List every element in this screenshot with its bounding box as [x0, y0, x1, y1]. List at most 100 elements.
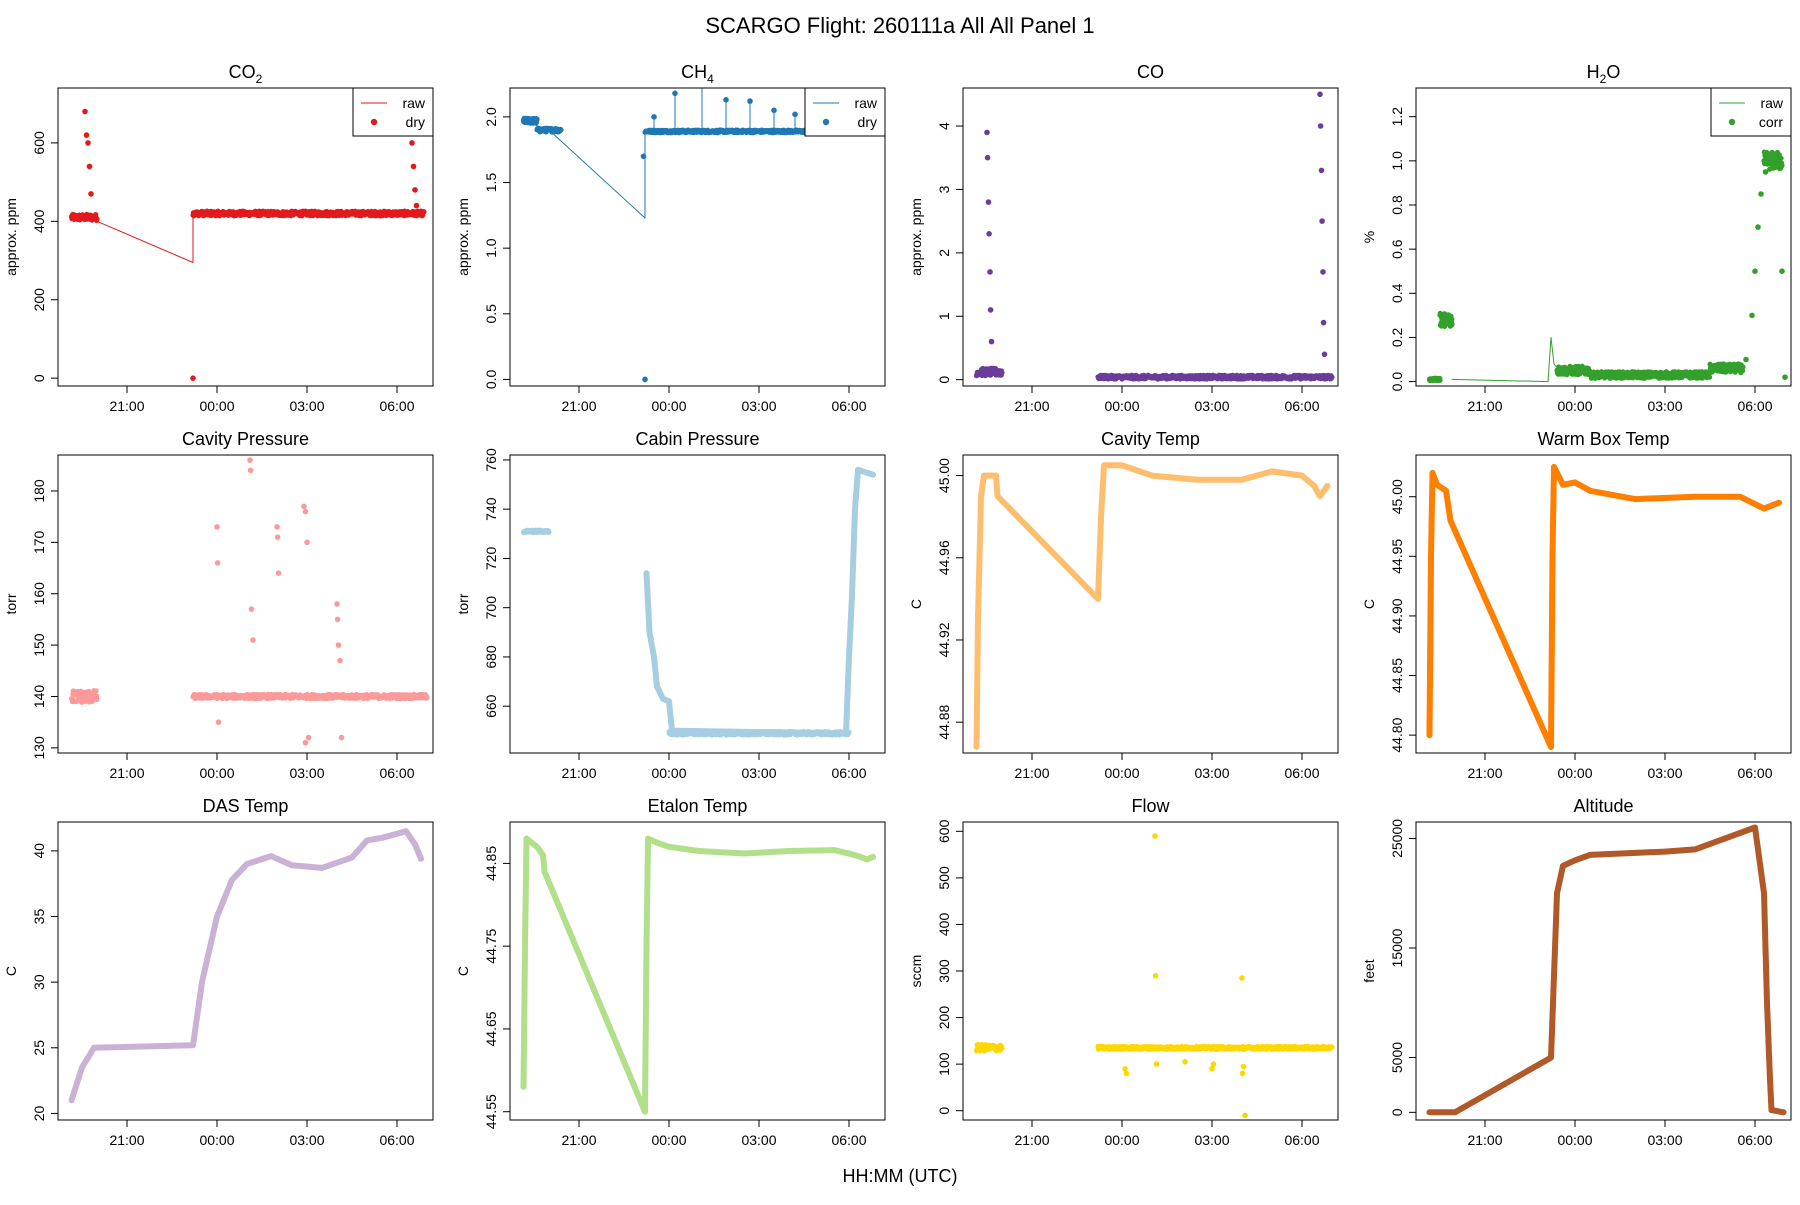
y-tick-label: 600 [31, 131, 47, 155]
panel-title-cavp: Cavity Pressure [182, 429, 309, 449]
spike-point [1319, 168, 1325, 174]
panel-title-wbt: Warm Box Temp [1537, 429, 1669, 449]
y-axis-label: torr [455, 593, 471, 614]
data-point [1707, 375, 1712, 380]
x-tick-label: 06:00 [1284, 398, 1319, 414]
spike-point [986, 199, 992, 205]
data-point [1325, 483, 1331, 489]
legend-dot-sample [1729, 119, 1735, 125]
spike-point [248, 468, 254, 474]
series-line-cavt [977, 465, 1328, 747]
series-noise-h2o-5 [1761, 150, 1784, 172]
y-axis-label: approx. ppm [908, 198, 924, 276]
y-tick-label: 680 [483, 645, 499, 669]
series-dots-cabp [644, 467, 876, 736]
y-tick-label: 150 [31, 633, 47, 657]
y-tick-label: 45.00 [1389, 479, 1405, 514]
data-point [424, 695, 429, 700]
data-point [94, 688, 99, 693]
spike-point [304, 540, 310, 546]
spike-point [989, 339, 995, 345]
y-tick-label: 44.85 [1389, 658, 1405, 693]
spike-point [249, 606, 255, 612]
y-tick-label: 44.92 [936, 622, 952, 657]
x-tick-label: 00:00 [199, 1132, 234, 1148]
panel-title-cavt: Cavity Temp [1101, 429, 1200, 449]
figure-title: SCARGO Flight: 260111a All All Panel 1 [705, 13, 1094, 38]
data-point [1779, 163, 1784, 168]
x-tick-label: 21:00 [1467, 398, 1502, 414]
spike-point [1758, 191, 1764, 197]
spike-point [747, 98, 753, 104]
plot-area-dast [69, 828, 424, 1103]
spike-point [409, 140, 415, 146]
y-tick-label: 2 [936, 249, 952, 257]
x-tick-label: 06:00 [1737, 765, 1772, 781]
series-line-h2o [1452, 337, 1563, 381]
data-point [558, 127, 563, 132]
series-noise-cavp-0 [69, 688, 100, 705]
series-noise-h2o-4 [1707, 361, 1745, 375]
x-tick-label: 06:00 [1284, 765, 1319, 781]
spike-point [984, 130, 990, 136]
x-tick-label: 21:00 [109, 765, 144, 781]
spike-point [84, 132, 90, 138]
series-line-dast [72, 831, 422, 1100]
series-noise-h2o-0 [1427, 376, 1443, 383]
spike-point [250, 637, 256, 643]
y-tick-label: 44.88 [936, 704, 952, 739]
y-tick-label: 130 [31, 736, 47, 760]
plot-frame-cavp [58, 455, 433, 753]
legend-entry: dry [406, 114, 425, 130]
x-tick-label: 03:00 [289, 398, 324, 414]
plot-frame-co [963, 88, 1338, 386]
x-tick-label: 21:00 [1014, 398, 1049, 414]
y-tick-label: 44.90 [1389, 598, 1405, 633]
series-noise-co-1 [1095, 373, 1334, 382]
y-tick-label: 1.2 [1389, 107, 1405, 127]
plot-area-co2 [69, 109, 427, 381]
panel-title-dast: DAS Temp [203, 796, 289, 816]
spike-point [190, 375, 196, 381]
series-spikes-cavp [214, 457, 344, 745]
y-tick-label: 200 [31, 288, 47, 312]
x-tick-label: 00:00 [199, 398, 234, 414]
y-tick-label: 1 [936, 312, 952, 320]
x-tick-label: 00:00 [199, 765, 234, 781]
data-point [534, 117, 539, 122]
data-point [1779, 156, 1784, 161]
series-noise-cabp-0 [521, 528, 552, 536]
y-tick-label: 44.80 [1389, 717, 1405, 752]
x-tick-label: 03:00 [289, 765, 324, 781]
x-tick-label: 00:00 [1557, 398, 1592, 414]
y-axis-label: C [908, 599, 924, 609]
spike-point [1322, 352, 1328, 358]
y-tick-label: 3 [936, 185, 952, 193]
spike-point [651, 114, 657, 120]
spike-point [82, 109, 88, 115]
legend-entry: raw [402, 95, 425, 111]
series-noise-co-0 [974, 366, 1005, 379]
x-tick-label: 03:00 [741, 398, 776, 414]
series-noise-cavp-1 [190, 692, 429, 701]
spike-point [303, 740, 309, 746]
series-dots-cavt [974, 463, 1331, 750]
y-tick-label: 0.2 [1389, 327, 1405, 347]
spike-point [412, 187, 418, 193]
legend-entry: dry [858, 114, 877, 130]
spike-point [276, 570, 282, 576]
series-spikes-ch4 [641, 77, 822, 382]
x-tick-label: 06:00 [379, 398, 414, 414]
y-axis-label: % [1361, 231, 1377, 243]
data-point [94, 697, 99, 702]
y-tick-label: 0.6 [1389, 239, 1405, 259]
spike-point [335, 617, 341, 623]
